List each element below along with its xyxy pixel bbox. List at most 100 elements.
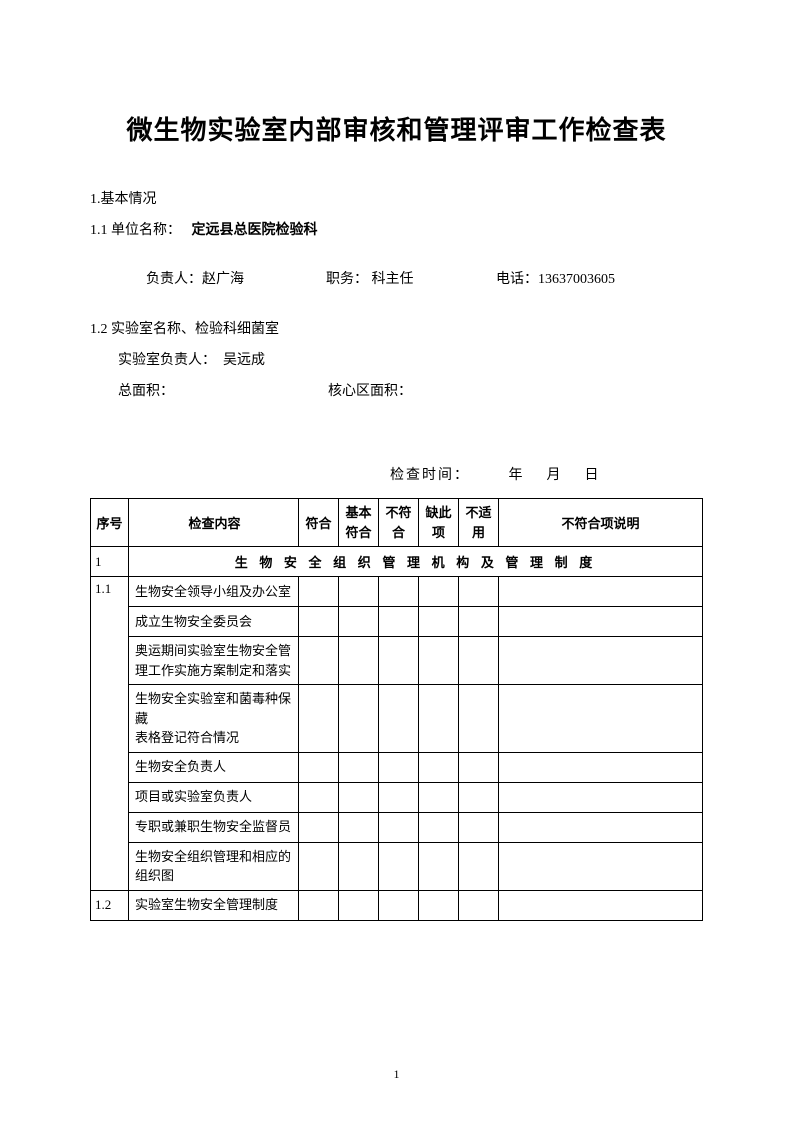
th-conform: 符合: [299, 499, 339, 547]
cell-num: 1.2: [91, 890, 129, 920]
cell-check: [459, 782, 499, 812]
lab-name-line: 1.2 实验室名称、检验科细菌室: [90, 317, 703, 342]
cell-check: [299, 685, 339, 753]
cell-check: [299, 607, 339, 637]
cell-desc: [499, 782, 703, 812]
cell-content: 生物安全领导小组及办公室: [129, 577, 299, 607]
month-label: 月: [547, 468, 563, 483]
table-row: 1.1 生物安全领导小组及办公室: [91, 577, 703, 607]
cell-check: [339, 842, 379, 890]
cell-check: [459, 577, 499, 607]
phone-value: 13637003605: [538, 272, 615, 287]
phone-cell: 电话：13637003605: [496, 267, 703, 292]
cell-num: 1.1: [91, 577, 129, 891]
cell-check: [379, 890, 419, 920]
leader-cell: 负责人：赵广海: [146, 267, 326, 292]
phone-label: 电话：: [496, 272, 538, 287]
cell-check: [459, 890, 499, 920]
cell-check: [459, 842, 499, 890]
cell-desc: [499, 637, 703, 685]
th-not-conform: 不符合: [379, 499, 419, 547]
table-row: 1.2 实验室生物安全管理制度: [91, 890, 703, 920]
page-title: 微生物实验室内部审核和管理评审工作检查表: [90, 110, 703, 147]
lab-leader-label: 实验室负责人：: [118, 353, 216, 368]
cell-check: [339, 752, 379, 782]
table-row: 专职或兼职生物安全监督员: [91, 812, 703, 842]
table-row: 奥运期间实验室生物安全管理工作实施方案制定和落实: [91, 637, 703, 685]
cell-check: [419, 752, 459, 782]
cell-check: [339, 685, 379, 753]
th-num: 序号: [91, 499, 129, 547]
cell-desc: [499, 607, 703, 637]
cell-content: 实验室生物安全管理制度: [129, 890, 299, 920]
cell-check: [379, 752, 419, 782]
area-line: 总面积： 核心区面积：: [90, 379, 703, 404]
th-na: 不适用: [459, 499, 499, 547]
th-desc: 不符合项说明: [499, 499, 703, 547]
cell-check: [379, 812, 419, 842]
cell-check: [459, 812, 499, 842]
table-row: 生物安全组织管理和相应的组织图: [91, 842, 703, 890]
page-number: 1: [0, 1067, 793, 1082]
table-header-row: 序号 检查内容 符合 基本符合 不符合 缺此项 不适用 不符合项说明: [91, 499, 703, 547]
cell-content: 生物安全实验室和菌毒种保藏 表格登记符合情况: [129, 685, 299, 753]
unit-label: 1.1 单位名称：: [90, 223, 181, 238]
cell-check: [299, 577, 339, 607]
total-area-label: 总面积：: [118, 379, 328, 404]
cell-check: [419, 637, 459, 685]
cell-check: [379, 607, 419, 637]
cell-desc: [499, 752, 703, 782]
cell-check: [419, 607, 459, 637]
cell-check: [419, 812, 459, 842]
cell-check: [459, 752, 499, 782]
cell-check: [299, 842, 339, 890]
th-missing: 缺此项: [419, 499, 459, 547]
lab-leader-name: 吴远成: [223, 353, 265, 368]
cell-content: 项目或实验室负责人: [129, 782, 299, 812]
check-time-line: 检查时间： 年 月 日: [90, 464, 703, 484]
cell-check: [299, 782, 339, 812]
cell-check: [459, 607, 499, 637]
section-1-label: 1.基本情况: [90, 187, 703, 212]
cell-content: 生物安全负责人: [129, 752, 299, 782]
cell-check: [339, 812, 379, 842]
unit-name-line: 1.1 单位名称： 定远县总医院检验科: [90, 218, 703, 243]
cell-check: [459, 685, 499, 753]
leader-label: 负责人：: [146, 272, 202, 287]
cell-check: [299, 637, 339, 685]
lab-leader-line: 实验室负责人： 吴远成: [90, 348, 703, 373]
cell-desc: [499, 842, 703, 890]
cell-check: [379, 685, 419, 753]
unit-name: 定远县总医院检验科: [192, 223, 318, 238]
table-row: 项目或实验室负责人: [91, 782, 703, 812]
position-cell: 职务： 科主任: [326, 267, 496, 292]
position-label: 职务：: [326, 272, 368, 287]
cell-content: 成立生物安全委员会: [129, 607, 299, 637]
year-label: 年: [509, 468, 525, 483]
position-name: 科主任: [372, 272, 414, 287]
cell-check: [299, 890, 339, 920]
cell-check: [339, 577, 379, 607]
cell-check: [419, 890, 459, 920]
section-num: 1: [91, 547, 129, 577]
cell-check: [339, 607, 379, 637]
core-area-label: 核心区面积：: [328, 379, 412, 404]
cell-check: [379, 782, 419, 812]
cell-check: [379, 842, 419, 890]
basic-info-section: 1.基本情况 1.1 单位名称： 定远县总医院检验科 负责人：赵广海 职务： 科…: [90, 187, 703, 404]
cell-content: 奥运期间实验室生物安全管理工作实施方案制定和落实: [129, 637, 299, 685]
cell-desc: [499, 812, 703, 842]
cell-check: [459, 637, 499, 685]
cell-check: [379, 577, 419, 607]
cell-content: 生物安全组织管理和相应的组织图: [129, 842, 299, 890]
th-content: 检查内容: [129, 499, 299, 547]
leader-name: 赵广海: [202, 272, 244, 287]
table-row: 生物安全负责人: [91, 752, 703, 782]
cell-check: [339, 637, 379, 685]
cell-check: [419, 782, 459, 812]
table-row: 成立生物安全委员会: [91, 607, 703, 637]
cell-check: [339, 782, 379, 812]
check-time-label: 检查时间：: [390, 468, 470, 483]
section-header-row: 1 生 物 安 全 组 织 管 理 机 构 及 管 理 制 度: [91, 547, 703, 577]
cell-check: [379, 637, 419, 685]
